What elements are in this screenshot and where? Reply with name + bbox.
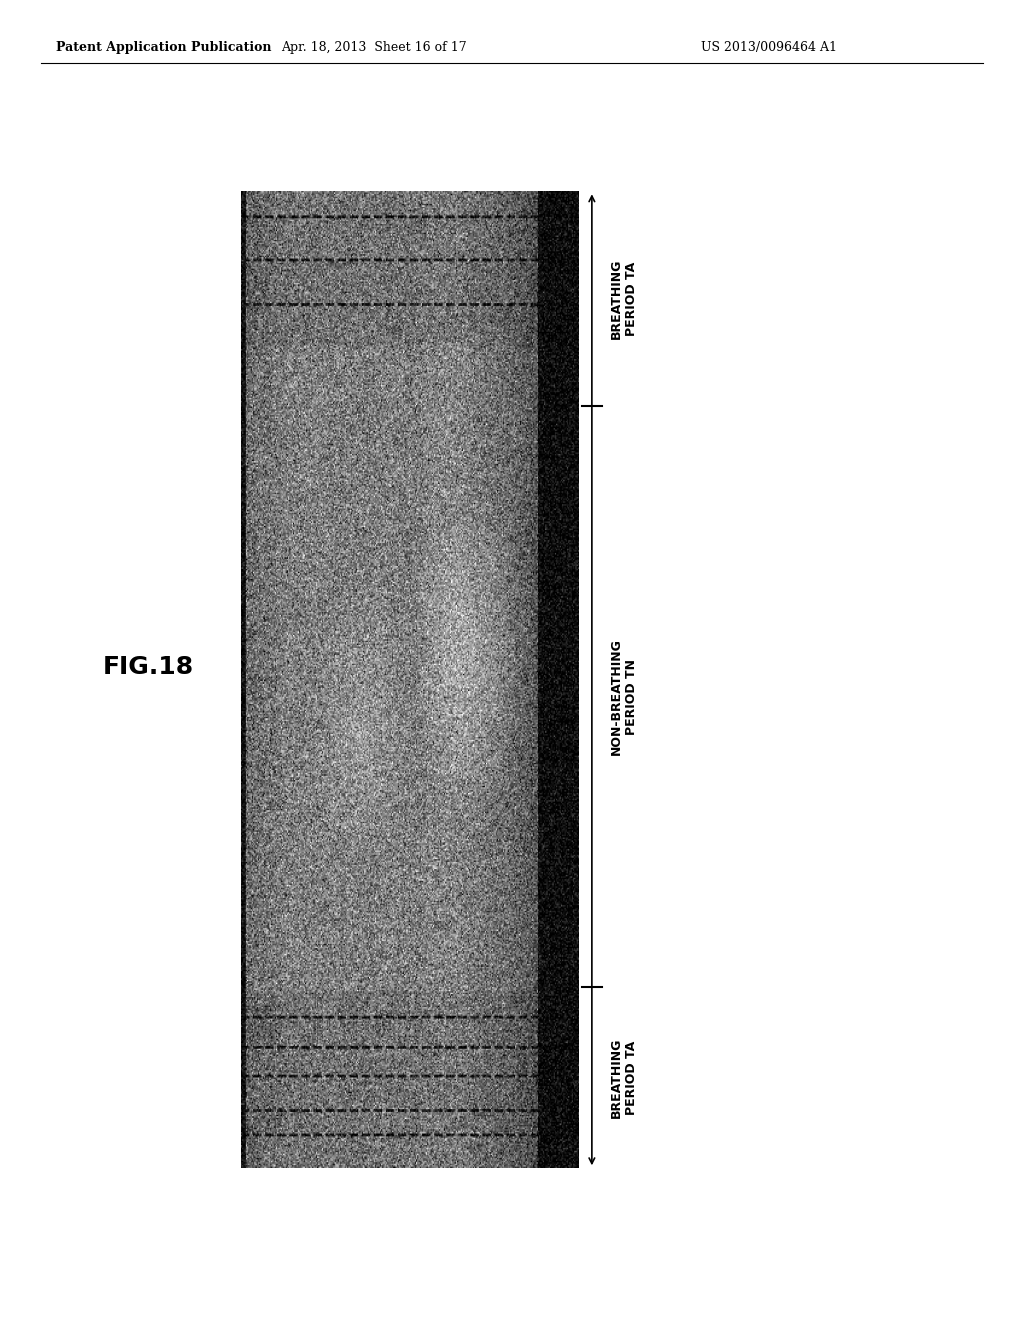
Text: Apr. 18, 2013  Sheet 16 of 17: Apr. 18, 2013 Sheet 16 of 17	[281, 41, 467, 54]
Text: US 2013/0096464 A1: US 2013/0096464 A1	[701, 41, 838, 54]
Text: BREATHING
PERIOD TA: BREATHING PERIOD TA	[610, 1038, 638, 1118]
Text: BREATHING
PERIOD TA: BREATHING PERIOD TA	[610, 259, 638, 339]
Text: FIG.18: FIG.18	[103, 655, 194, 678]
Text: NON-BREATHING
PERIOD TN: NON-BREATHING PERIOD TN	[610, 639, 638, 755]
Text: Patent Application Publication: Patent Application Publication	[56, 41, 271, 54]
